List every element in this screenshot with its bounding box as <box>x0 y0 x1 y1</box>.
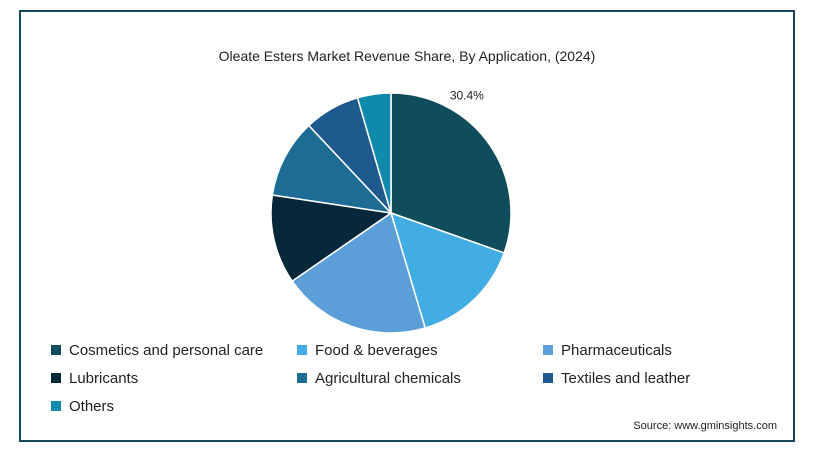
pie-slice-agricultural-chemicals <box>271 124 394 215</box>
legend-label: Agricultural chemicals <box>315 369 461 387</box>
legend-item-cosmetics-and-personal-care: Cosmetics and personal care <box>51 340 297 360</box>
legend-item-pharmaceuticals: Pharmaceuticals <box>543 340 803 360</box>
legend-swatch <box>297 373 307 383</box>
legend-label: Cosmetics and personal care <box>69 341 264 359</box>
legend-label: Pharmaceuticals <box>561 341 672 359</box>
legend-swatch <box>51 345 61 355</box>
pie-chart: 30.4% <box>270 88 512 334</box>
legend-item-lubricants: Lubricants <box>51 368 297 388</box>
legend-swatch <box>543 345 553 355</box>
legend-item-food-beverages: Food & beverages <box>297 340 543 360</box>
legend-swatch <box>543 373 553 383</box>
pie-slice-others <box>356 92 392 214</box>
chart-frame: Oleate Esters Market Revenue Share, By A… <box>19 10 795 442</box>
data-label-cosmetics-and-personal-care: 30.4% <box>450 88 484 102</box>
source-note: Source: www.gminsights.com <box>633 420 777 432</box>
legend-item-textiles-and-leather: Textiles and leather <box>543 368 803 388</box>
legend-label: Others <box>69 397 115 415</box>
legend-swatch <box>51 401 61 411</box>
chart-legend: Cosmetics and personal care Food & bevera… <box>51 340 803 416</box>
legend-swatch <box>297 345 307 355</box>
pie-slice-pharmaceuticals <box>291 211 427 334</box>
pie-slice-food-beverages <box>389 211 506 329</box>
legend-swatch <box>51 373 61 383</box>
legend-item-agricultural-chemicals: Agricultural chemicals <box>297 368 543 388</box>
legend-label: Textiles and leather <box>561 369 691 387</box>
legend-item-others: Others <box>51 396 297 416</box>
chart-title: Oleate Esters Market Revenue Share, By A… <box>218 48 596 64</box>
legend-label: Lubricants <box>69 369 139 387</box>
pie-slice-lubricants <box>270 194 393 283</box>
pie-slice-cosmetics-and-personal-care <box>390 92 512 254</box>
legend-label: Food & beverages <box>315 341 438 359</box>
